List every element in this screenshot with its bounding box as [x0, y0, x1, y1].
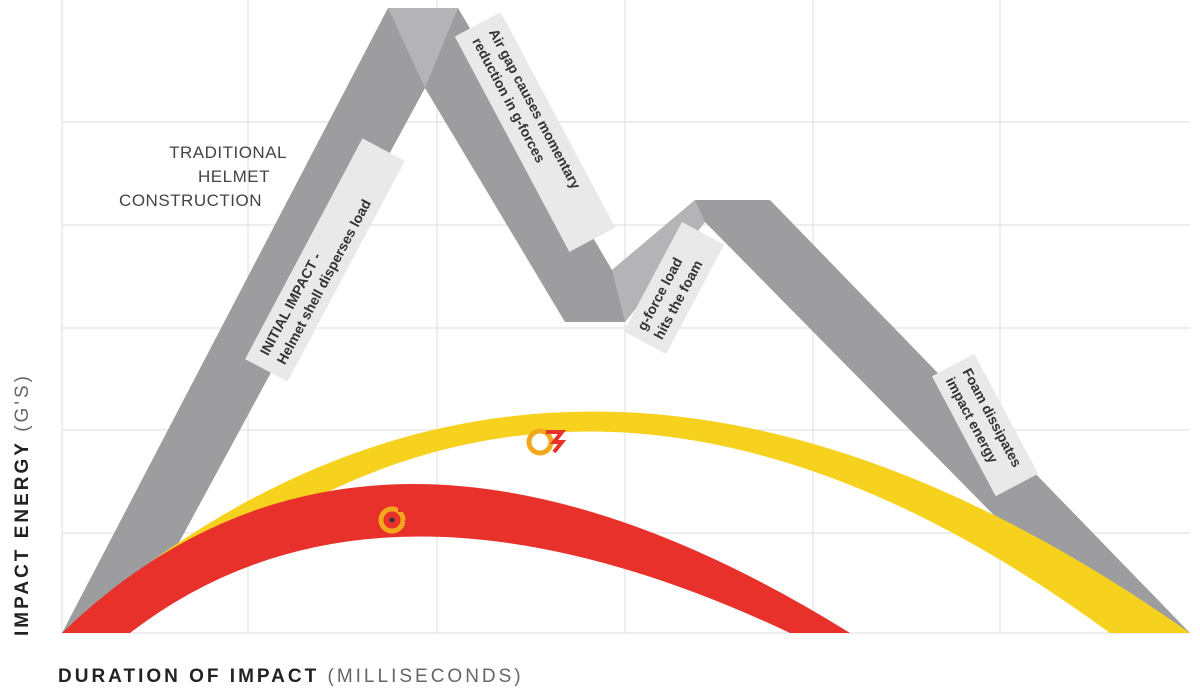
legend-label: HELMET	[198, 167, 270, 186]
cf-logo	[378, 506, 421, 534]
x-axis-label: DURATION OF IMPACT	[58, 666, 319, 687]
legend-label: CONSTRUCTION	[119, 191, 262, 210]
red-curve	[62, 484, 850, 633]
legend-label: TRADITIONAL	[169, 143, 287, 162]
y-axis-unit: (G'S)	[12, 373, 33, 432]
y-axis-title: IMPACT ENERGY (G'S)	[12, 373, 33, 636]
cf-logo	[526, 428, 567, 456]
ribbon-fold	[388, 8, 458, 88]
yellow-curve	[62, 411, 1190, 633]
x-axis-title: DURATION OF IMPACT (MILLISECONDS)	[58, 666, 524, 687]
y-axis-label: IMPACT ENERGY	[12, 440, 33, 636]
x-axis-unit: (MILLISECONDS)	[328, 666, 524, 687]
